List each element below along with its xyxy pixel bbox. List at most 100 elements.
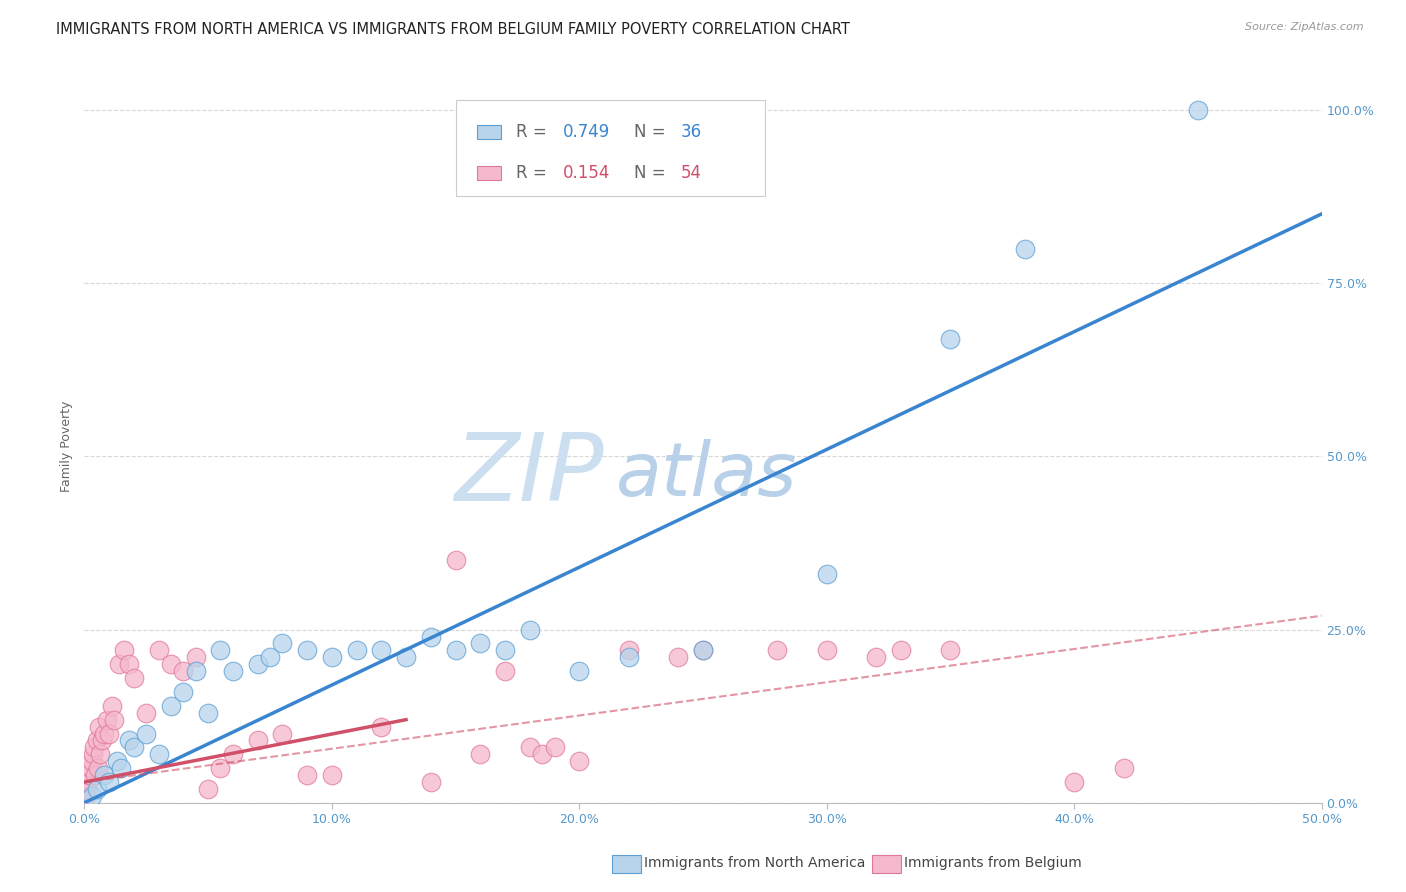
Point	[444, 643, 467, 657]
Point	[1187, 103, 1209, 117]
Point	[112, 643, 135, 657]
Text: R =: R =	[516, 123, 553, 141]
Point	[148, 643, 170, 657]
Point	[172, 685, 194, 699]
Point	[197, 781, 219, 796]
Point	[83, 740, 105, 755]
Text: R =: R =	[516, 164, 553, 182]
Point	[865, 650, 887, 665]
Point	[79, 768, 101, 782]
Point	[815, 643, 838, 657]
Text: N =: N =	[634, 123, 671, 141]
Text: atlas: atlas	[616, 439, 797, 510]
Point	[80, 789, 103, 803]
Point	[118, 657, 141, 672]
Text: 0.749: 0.749	[564, 123, 610, 141]
Point	[939, 332, 962, 346]
Point	[470, 747, 492, 762]
Point	[370, 720, 392, 734]
Point	[222, 747, 245, 762]
Point	[80, 754, 103, 768]
Point	[103, 713, 125, 727]
Point	[100, 698, 122, 713]
FancyBboxPatch shape	[456, 100, 765, 196]
Point	[295, 643, 318, 657]
Point	[295, 768, 318, 782]
Point	[271, 636, 294, 650]
Point	[160, 657, 183, 672]
Point	[93, 726, 115, 740]
Point	[84, 768, 107, 782]
Point	[346, 643, 368, 657]
Point	[86, 781, 108, 796]
Point	[135, 706, 157, 720]
Text: Source: ZipAtlas.com: Source: ZipAtlas.com	[1246, 22, 1364, 32]
Point	[692, 643, 714, 657]
Point	[939, 643, 962, 657]
Point	[110, 761, 132, 775]
Point	[135, 726, 157, 740]
Text: 36: 36	[681, 123, 702, 141]
Text: N =: N =	[634, 164, 671, 182]
Point	[815, 567, 838, 582]
Point	[75, 789, 97, 803]
Bar	[477, 125, 502, 139]
Point	[1063, 775, 1085, 789]
Point	[519, 623, 541, 637]
Text: 54: 54	[681, 164, 702, 182]
Point	[568, 664, 591, 678]
Text: Immigrants from North America: Immigrants from North America	[644, 856, 865, 871]
Point	[222, 664, 245, 678]
Bar	[477, 166, 502, 180]
Point	[96, 713, 118, 727]
Point	[98, 726, 121, 740]
Point	[617, 650, 640, 665]
Point	[105, 754, 128, 768]
Point	[184, 650, 207, 665]
Point	[118, 733, 141, 747]
Point	[209, 643, 232, 657]
Point	[160, 698, 183, 713]
Point	[197, 706, 219, 720]
Text: 0.154: 0.154	[564, 164, 610, 182]
Point	[692, 643, 714, 657]
Point	[766, 643, 789, 657]
Point	[98, 775, 121, 789]
Point	[90, 733, 112, 747]
Point	[246, 733, 269, 747]
Point	[172, 664, 194, 678]
Point	[108, 657, 131, 672]
Point	[246, 657, 269, 672]
Point	[79, 761, 101, 775]
Point	[543, 740, 565, 755]
Text: Immigrants from Belgium: Immigrants from Belgium	[904, 856, 1081, 871]
Point	[419, 630, 441, 644]
Point	[77, 775, 100, 789]
Point	[419, 775, 441, 789]
Point	[321, 650, 343, 665]
Point	[89, 747, 111, 762]
Point	[617, 643, 640, 657]
Point	[1014, 242, 1036, 256]
Point	[184, 664, 207, 678]
Point	[666, 650, 689, 665]
Point	[321, 768, 343, 782]
Point	[370, 643, 392, 657]
Point	[470, 636, 492, 650]
Point	[122, 740, 145, 755]
Point	[82, 747, 104, 762]
Y-axis label: Family Poverty: Family Poverty	[60, 401, 73, 491]
Point	[87, 761, 110, 775]
Point	[395, 650, 418, 665]
Text: ZIP: ZIP	[454, 429, 605, 520]
Point	[93, 768, 115, 782]
Point	[86, 733, 108, 747]
Point	[890, 643, 912, 657]
Point	[209, 761, 232, 775]
Point	[494, 643, 516, 657]
Point	[444, 553, 467, 567]
Text: IMMIGRANTS FROM NORTH AMERICA VS IMMIGRANTS FROM BELGIUM FAMILY POVERTY CORRELAT: IMMIGRANTS FROM NORTH AMERICA VS IMMIGRA…	[56, 22, 851, 37]
Point	[494, 664, 516, 678]
Point	[1112, 761, 1135, 775]
Point	[89, 720, 111, 734]
